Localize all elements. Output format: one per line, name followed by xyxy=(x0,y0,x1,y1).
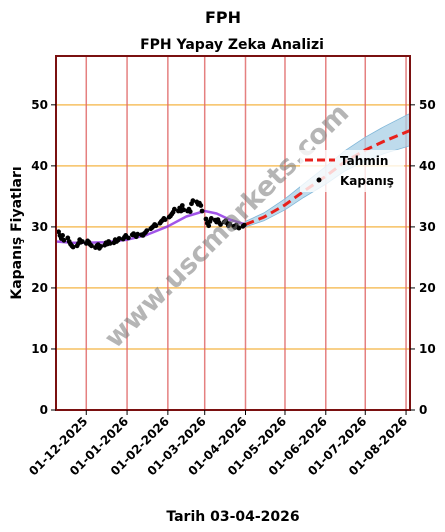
y-tick-label-left-40: 40 xyxy=(31,159,48,173)
closing-point-38 xyxy=(125,235,131,241)
y-tick-label-right-30: 30 xyxy=(419,220,436,234)
closing-point-68 xyxy=(181,207,187,213)
closing-point-24 xyxy=(98,244,104,249)
legend: Tahmin Kapanış xyxy=(300,150,404,192)
closing-points xyxy=(56,198,247,251)
y-axis-left: 0 10 20 30 40 50 xyxy=(31,98,56,417)
closing-point-5 xyxy=(65,235,71,241)
closing-point-0 xyxy=(56,229,61,235)
closing-point-93 xyxy=(227,221,233,227)
x-axis: 01-12-202501-01-202601-02-202601-03-2026… xyxy=(26,410,410,478)
plot-area: www.uscmarkets.com xyxy=(55,55,411,411)
plot-frame xyxy=(55,55,411,411)
y-tick-label-left-20: 20 xyxy=(31,281,48,295)
closing-point-19 xyxy=(89,243,94,249)
closing-point-63 xyxy=(172,206,177,212)
closing-point-73 xyxy=(190,198,196,204)
y-tick-label-left-0: 0 xyxy=(40,403,48,417)
chart-subtitle: FPH Yapay Zeka Analizi xyxy=(140,37,324,53)
y-tick-label-right-0: 0 xyxy=(419,403,427,417)
y-tick-label-right-50: 50 xyxy=(419,98,436,112)
y-axis-right: 0 10 20 30 40 50 xyxy=(410,98,436,417)
closing-point-48 xyxy=(144,228,150,234)
closing-point-67 xyxy=(179,203,185,208)
y-tick-label-right-40: 40 xyxy=(419,159,436,173)
legend-prediction-label: Tahmin xyxy=(340,154,388,168)
closing-point-81 xyxy=(206,223,212,229)
closing-point-43 xyxy=(135,231,141,237)
closing-point-100 xyxy=(241,222,247,228)
y-tick-label-right-10: 10 xyxy=(419,342,436,356)
prediction-line xyxy=(244,129,411,226)
closing-point-98 xyxy=(236,225,242,231)
closing-point-14 xyxy=(79,239,85,244)
prediction-series-line xyxy=(244,129,411,226)
y-tick-label-left-50: 50 xyxy=(31,98,48,112)
closing-point-79 xyxy=(203,216,209,222)
closing-point-29 xyxy=(107,241,113,246)
closing-point-4 xyxy=(61,237,67,243)
closing-point-78 xyxy=(199,208,205,214)
y-tick-label-left-30: 30 xyxy=(31,220,48,234)
closing-point-3 xyxy=(60,233,65,238)
plot-background xyxy=(56,56,410,410)
closing-point-71 xyxy=(187,209,193,215)
closing-point-9 xyxy=(70,244,76,250)
closing-point-77 xyxy=(198,203,204,208)
legend-closing-label: Kapanış xyxy=(340,174,394,188)
closing-point-34 xyxy=(116,236,122,241)
legend-box xyxy=(300,150,404,192)
closing-point-83 xyxy=(208,216,214,221)
closing-point-58 xyxy=(162,217,168,223)
closing-point-88 xyxy=(218,222,223,227)
y-tick-label-left-10: 10 xyxy=(31,342,48,356)
closing-point-53 xyxy=(153,223,159,229)
y-tick-label-right-20: 20 xyxy=(419,281,436,295)
chart-title: FPH xyxy=(205,8,241,27)
x-axis-label: Tarih 03-04-2026 xyxy=(166,509,299,525)
legend-closing-swatch xyxy=(316,177,322,183)
y-axis-label: Kapanış Fiyatları xyxy=(9,166,25,299)
